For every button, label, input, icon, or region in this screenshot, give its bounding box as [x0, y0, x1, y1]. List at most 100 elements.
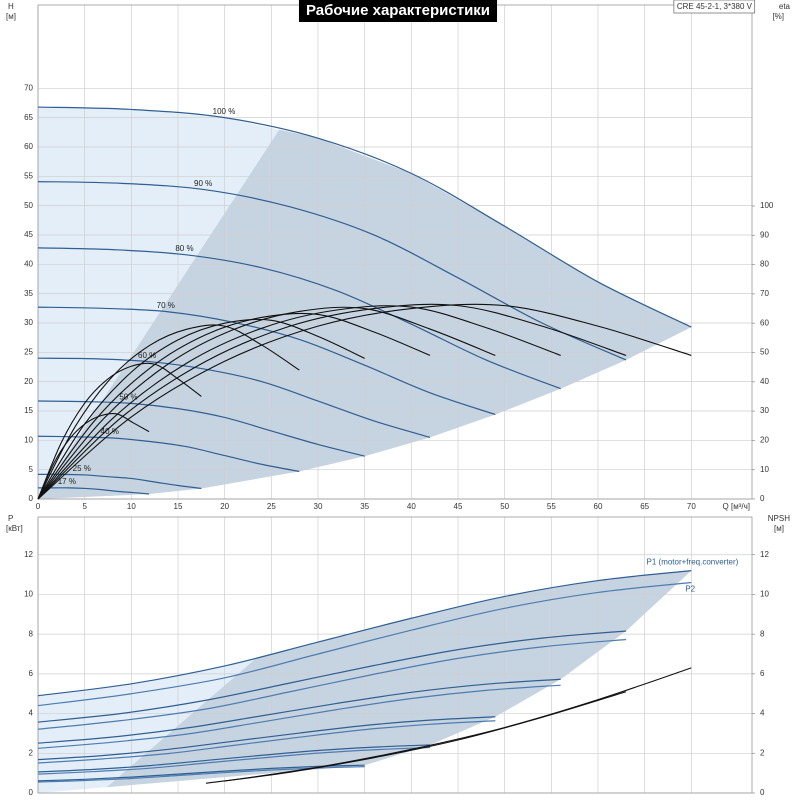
- y-tick-label: 6: [29, 669, 34, 678]
- x-tick-label: 45: [454, 502, 463, 511]
- x-tick-label: 30: [314, 502, 323, 511]
- curve-label: 40 %: [101, 427, 119, 436]
- y2-tick-label: 8: [760, 629, 765, 638]
- curve: [37, 684, 561, 749]
- y2-tick-label: 90: [760, 230, 769, 239]
- y2-tick-label: 0: [760, 788, 765, 797]
- y-tick-label: 45: [24, 230, 33, 239]
- y2-tick-label: 30: [760, 406, 769, 415]
- y2-axis-label: eta: [779, 2, 791, 11]
- y-tick-label: 70: [24, 83, 33, 92]
- x-tick-label: 25: [267, 502, 276, 511]
- y-tick-label: 65: [24, 113, 33, 122]
- y2-tick-label: 2: [760, 748, 765, 757]
- model-label: CRE 45-2-1, 3*380 V: [677, 2, 753, 11]
- title-box: [298, 0, 498, 22]
- x-tick-label: 55: [547, 502, 556, 511]
- y-tick-label: 15: [24, 406, 33, 415]
- y2-tick-label: 4: [760, 709, 765, 718]
- secondary-curve: [37, 324, 300, 500]
- y2-tick-label: 80: [760, 260, 769, 269]
- y-axis-unit: [кВт]: [6, 524, 23, 533]
- y-tick-label: 55: [24, 171, 33, 180]
- secondary-curve: [37, 305, 561, 500]
- curve: [37, 678, 561, 744]
- curve-label: 60 %: [138, 351, 156, 360]
- x-tick-label: 35: [360, 502, 369, 511]
- y-tick-label: 0: [29, 494, 34, 503]
- curve: [37, 180, 627, 361]
- x-tick-label: 40: [407, 502, 416, 511]
- y2-tick-label: 20: [760, 436, 769, 445]
- curve-label: 100 %: [213, 107, 236, 116]
- curve: [37, 435, 300, 473]
- y-tick-label: 10: [24, 590, 33, 599]
- curve: [37, 630, 627, 723]
- curve: [37, 716, 496, 761]
- x-tick-label: 70: [687, 502, 696, 511]
- y2-tick-label: 100: [760, 201, 774, 210]
- y2-axis-unit: [м]: [774, 524, 784, 533]
- y-tick-label: 40: [24, 259, 33, 268]
- x-tick-label: 0: [36, 502, 41, 511]
- y2-axis-unit: [%]: [772, 12, 784, 21]
- y-tick-label: 5: [29, 465, 34, 474]
- y-tick-label: 2: [29, 748, 34, 757]
- curve-label: 70 %: [157, 301, 175, 310]
- y2-tick-label: 0: [760, 494, 765, 503]
- model-box: [673, 0, 756, 14]
- x-tick-label: 15: [174, 502, 183, 511]
- y2-tick-label: 10: [760, 465, 769, 474]
- secondary-curve: [205, 691, 627, 784]
- y-axis-label: H: [8, 2, 14, 11]
- y2-axis-label: NPSH: [768, 514, 790, 523]
- curve: [37, 720, 496, 764]
- curve: [37, 570, 692, 697]
- curve: [37, 106, 692, 328]
- plot-frame: [37, 516, 753, 794]
- x-tick-label: 60: [594, 502, 603, 511]
- curve: [37, 744, 431, 773]
- y-tick-label: 10: [24, 435, 33, 444]
- y2-tick-label: 6: [760, 669, 765, 678]
- x-tick-label: 5: [82, 502, 87, 511]
- curve: [37, 247, 561, 390]
- curve: [37, 400, 365, 457]
- secondary-curve: [37, 362, 202, 500]
- y-tick-label: 20: [24, 377, 33, 386]
- curve: [37, 306, 496, 416]
- curve: [37, 764, 365, 782]
- curve: [37, 638, 627, 730]
- y-tick-label: 25: [24, 347, 33, 356]
- y-axis-unit: [м]: [6, 12, 16, 21]
- curve-label: 50 %: [119, 392, 137, 401]
- y2-tick-label: 40: [760, 377, 769, 386]
- x-tick-label: 20: [220, 502, 229, 511]
- y-tick-label: 4: [29, 709, 34, 718]
- y2-tick-label: 12: [760, 550, 769, 559]
- chart-title: Рабочие характеристики: [306, 2, 490, 19]
- secondary-curve: [37, 306, 496, 500]
- curve-label: 80 %: [175, 244, 193, 253]
- curve-label: 25 %: [73, 464, 91, 473]
- x-tick-label: 10: [127, 502, 136, 511]
- y-tick-label: 0: [29, 788, 34, 797]
- y-tick-label: 50: [24, 201, 33, 210]
- y-tick-label: 35: [24, 289, 33, 298]
- secondary-curve: [37, 412, 150, 500]
- y-tick-label: 60: [24, 142, 33, 151]
- y2-tick-label: 70: [760, 289, 769, 298]
- curve: [37, 746, 431, 775]
- curve-label: 90 %: [194, 179, 212, 188]
- x-tick-label: 65: [640, 502, 649, 511]
- x-axis-label: Q [м³/ч]: [723, 502, 750, 511]
- y2-tick-label: 60: [760, 318, 769, 327]
- y-axis-label: P: [8, 514, 13, 523]
- y-tick-label: 8: [29, 629, 34, 638]
- y2-tick-label: 50: [760, 348, 769, 357]
- curve-label: P2: [685, 585, 695, 594]
- curve: [37, 357, 431, 438]
- y-tick-label: 30: [24, 318, 33, 327]
